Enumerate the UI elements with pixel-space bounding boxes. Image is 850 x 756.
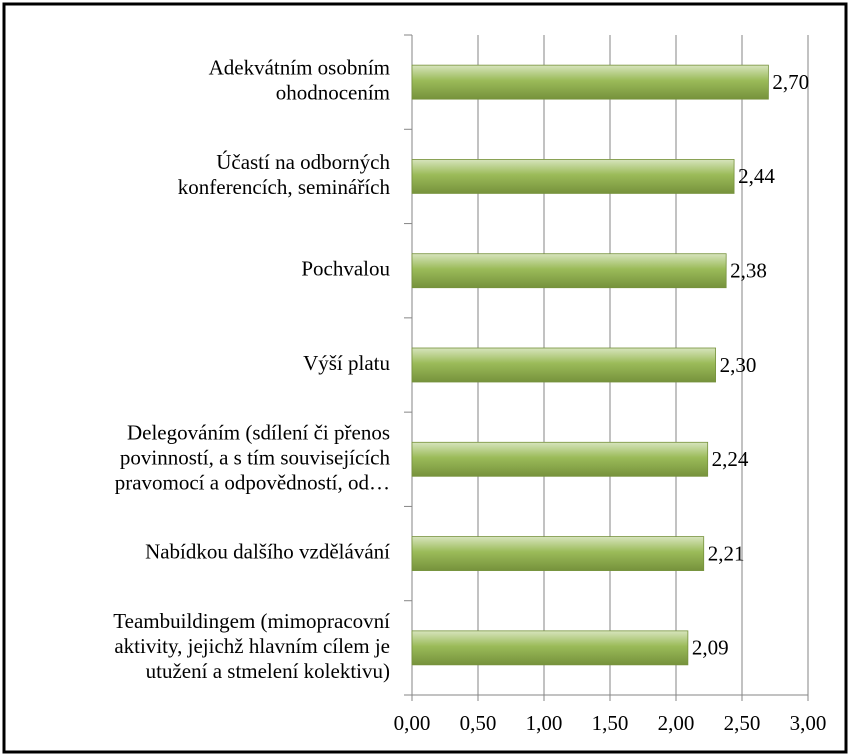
bar <box>411 64 769 100</box>
bar <box>411 347 717 383</box>
x-tick-label: 0,00 <box>394 711 431 735</box>
bar <box>411 253 727 289</box>
value-label: 2,09 <box>692 636 729 660</box>
category-label: Delegováním (sdílení či přenos povinností… <box>115 420 391 494</box>
bar <box>411 536 705 571</box>
value-label: 2,44 <box>738 164 775 188</box>
bar <box>411 630 689 666</box>
x-tick-label: 2,50 <box>724 711 761 735</box>
value-label: 2,30 <box>720 353 757 377</box>
x-tick-label: 3,00 <box>790 711 827 735</box>
category-label: Teambuildingem (mimopracovní aktivity, je… <box>113 609 390 683</box>
bar <box>411 441 709 477</box>
value-label: 2,21 <box>708 541 745 565</box>
category-label: Nabídkou dalšího vzdělávání <box>145 539 390 563</box>
value-label: 2,38 <box>730 259 767 283</box>
bar <box>411 159 735 194</box>
x-tick-label: 2,00 <box>658 711 695 735</box>
value-label: 2,70 <box>772 70 809 94</box>
category-label: Pochvalou <box>301 257 390 281</box>
category-label: Účastí na odborných konferencích, seminář… <box>178 150 391 199</box>
category-label: Adekvátním osobním ohodnocením <box>209 55 390 104</box>
x-tick-label: 1,00 <box>526 711 563 735</box>
category-label: Výší platu <box>303 351 390 375</box>
x-tick-label: 0,50 <box>460 711 497 735</box>
x-tick-label: 1,50 <box>592 711 629 735</box>
value-label: 2,24 <box>712 447 749 471</box>
